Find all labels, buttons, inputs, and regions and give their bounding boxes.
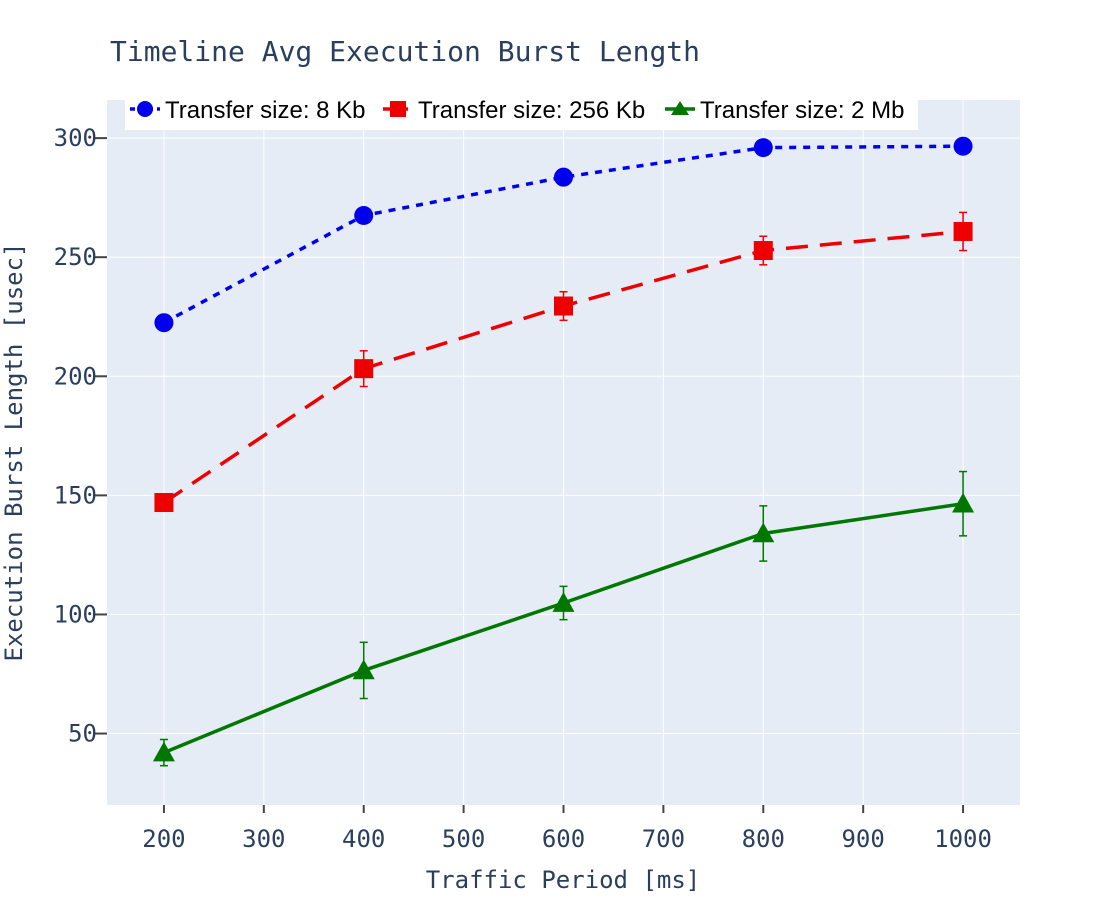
series-2 [154,211,973,513]
data-point [554,296,573,316]
legend-label: Transfer size: 256 Kb [418,97,645,124]
data-point [154,493,174,513]
data-point [152,741,175,762]
legend-label: Transfer size: 8 Kb [165,97,366,124]
y-tick-label: 300 [54,124,97,152]
y-tick-label: 100 [54,600,97,628]
legend-item-1[interactable]: Transfer size: 8 Kb [130,97,366,124]
axes: 200 300 400 500 600 700 800 900 1000 50 100 150 200 2… [54,124,992,853]
data-point [554,167,573,187]
legend-marker [137,101,153,117]
data-point [753,138,773,158]
data-point [953,136,973,156]
data-point [354,359,374,379]
x-tick-label: 500 [442,825,485,853]
data-point [952,492,975,513]
series-1 [154,136,973,333]
x-tick-label: 700 [642,825,685,853]
data-point [354,206,374,226]
data-point [753,241,773,261]
legend-marker [390,101,406,117]
x-tick-label: 1000 [934,825,992,853]
x-tick-label: 800 [742,825,785,853]
y-tick-label: 250 [54,243,97,271]
data-point [953,221,973,241]
y-tick-label: 200 [54,362,97,390]
data-point [352,659,375,680]
series-3 [152,470,975,767]
legend-item-3[interactable]: Transfer size: 2 Mb [665,97,905,124]
chart-title: Timeline Avg Execution Burst Length [110,35,700,68]
data-point [154,313,174,333]
data-point [752,522,775,543]
x-tick-label: 300 [242,825,285,853]
x-tick-label: 400 [342,825,385,853]
data-point [552,592,575,612]
x-tick-label: 600 [542,825,585,853]
y-tick-label: 50 [68,720,97,748]
x-tick-label: 200 [142,825,185,853]
legend-label: Transfer size: 2 Mb [700,97,905,124]
y-axis-label: Execution Burst Length [usec] [0,242,28,661]
legend-item-2[interactable]: Transfer size: 256 Kb [383,97,645,124]
y-tick-label: 150 [54,481,97,509]
x-tick-label: 900 [841,825,884,853]
legend-marker [671,101,689,115]
legend-box [125,92,918,130]
series-layer [152,136,975,767]
x-axis-label: Traffic Period [ms] [426,866,701,894]
legend[interactable]: Transfer size: 8 Kb Transfer size: 256 Kb… [125,92,918,130]
